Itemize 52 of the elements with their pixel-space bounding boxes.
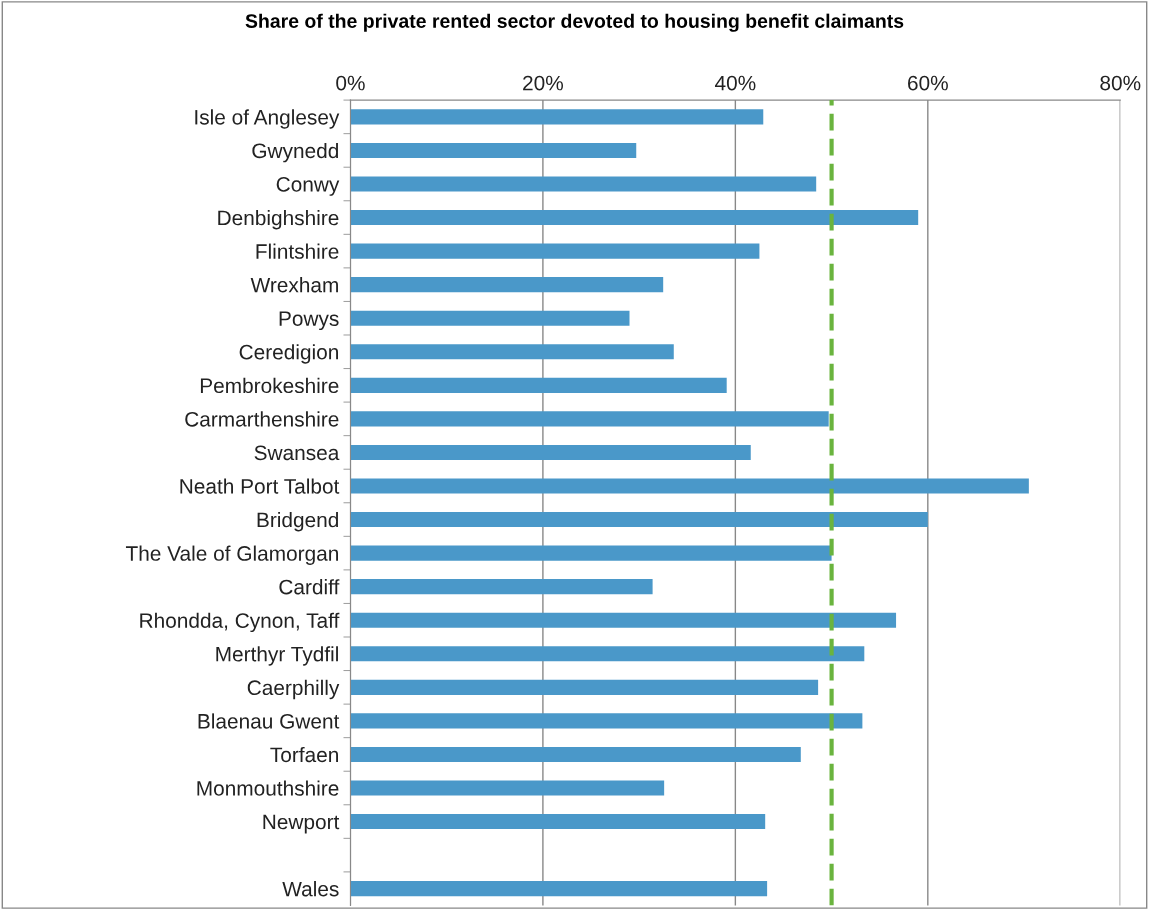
y-tick-label: Torfaen: [270, 746, 338, 763]
y-tick-label: Conwy: [276, 176, 340, 196]
y-tick-label: Newport: [263, 814, 340, 834]
y-tick-label: Swansea: [254, 445, 340, 461]
bar: [350, 646, 865, 662]
y-tick-label: Rhondda, Cynon, Taff: [140, 612, 340, 633]
chart-title: Share of the private rented sector devoted to housing benefit claimants: [245, 13, 904, 32]
bar: [350, 176, 817, 192]
y-tick-label: Ceredigion: [239, 344, 338, 364]
x-tick-label: 20%: [523, 75, 564, 91]
bar: [350, 377, 727, 393]
bar: [350, 109, 764, 125]
bar: [350, 713, 863, 729]
x-tick-label: 0%: [336, 75, 365, 91]
y-tick-label: Denbighshire: [218, 210, 339, 230]
bar: [350, 545, 832, 561]
bar: [350, 612, 897, 628]
x-tick-label: 80%: [1100, 75, 1141, 91]
bar: [350, 444, 751, 460]
y-tick-label: Carmarthenshire: [185, 411, 339, 427]
bar: [350, 243, 760, 259]
bar: [350, 679, 819, 695]
bar: [350, 142, 637, 158]
bar: [350, 579, 653, 595]
x-tick-label: 60%: [908, 75, 948, 91]
x-tick-label: 40%: [714, 75, 756, 91]
y-tick-label: Cardiff: [279, 579, 340, 595]
bar: [350, 344, 674, 360]
y-tick-label: Caerphilly: [247, 679, 340, 700]
y-tick-label: Gwynedd: [252, 142, 338, 163]
y-tick-label: Powys: [279, 311, 339, 331]
bar: [350, 277, 664, 293]
y-tick-label: Merthyr Tydfil: [216, 646, 338, 666]
y-tick-label: Flintshire: [256, 243, 339, 259]
y-tick-label: Blaenau Gwent: [198, 713, 340, 729]
bar: [350, 780, 665, 796]
y-tick-label: Isle of Anglesey: [195, 109, 340, 129]
bar: [350, 746, 801, 762]
y-tick-label: Pembrokeshire: [200, 377, 339, 394]
y-tick-label: The Vale of Glamorgan: [125, 545, 338, 565]
y-tick-label: Wrexham: [250, 277, 338, 293]
y-tick-label: Monmouthshire: [197, 780, 339, 796]
bar: [350, 310, 630, 326]
bar: [350, 881, 768, 897]
bar: [350, 478, 1029, 494]
bar: [350, 210, 919, 226]
y-tick-label: Bridgend: [257, 512, 338, 532]
bar: [350, 411, 829, 427]
bar: [350, 512, 928, 528]
y-tick-label: Neath Port Talbot: [180, 478, 340, 494]
bar: [350, 814, 766, 830]
y-tick-label: Wales: [282, 881, 339, 897]
